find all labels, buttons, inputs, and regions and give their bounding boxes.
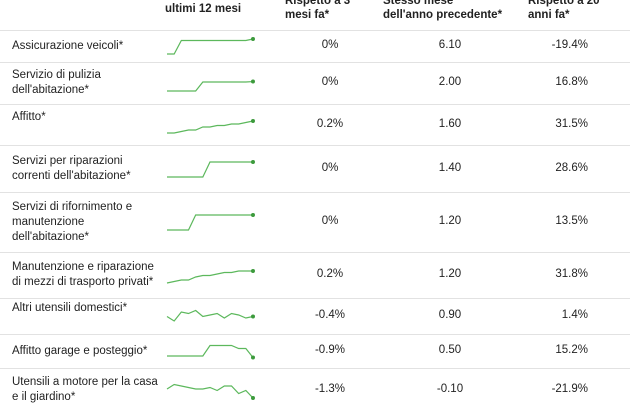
- value-3m: 0%: [321, 215, 339, 227]
- value-year: 1.20: [438, 215, 462, 227]
- value-20y: 16.8%: [555, 76, 588, 88]
- value-20y: 13.5%: [555, 215, 588, 227]
- row-separator: [0, 334, 630, 335]
- value-3m: 0.2%: [316, 268, 344, 280]
- sparkline: [166, 383, 255, 400]
- trend-end-dot: [251, 159, 255, 164]
- sparkline: [167, 159, 255, 178]
- value-3m: 0%: [321, 161, 339, 174]
- value-year: 1.40: [438, 161, 462, 174]
- trend-line: [167, 160, 253, 178]
- row-label: Affitto*: [12, 110, 46, 123]
- row-label: Assicurazione veicoli*: [12, 39, 124, 52]
- trend-end-dot: [251, 213, 255, 217]
- row-label: Altri utensili domestici*: [12, 302, 128, 314]
- value-year: 0.90: [438, 309, 462, 321]
- sparkline: [167, 79, 255, 92]
- value-3m: 0%: [321, 39, 339, 51]
- header-trend: ultimi 12 mesi: [165, 3, 242, 15]
- row-separator: [0, 368, 630, 369]
- trend-end-dot: [251, 355, 255, 360]
- value-year: 6.10: [438, 39, 462, 51]
- value-20y: 28.6%: [555, 161, 588, 174]
- value-20y: -21.9%: [551, 383, 588, 395]
- value-year: 2.00: [438, 76, 462, 88]
- row-label: Servizi di rifornimento e manutenzione d…: [12, 200, 133, 243]
- trend-line: [166, 270, 253, 284]
- header-year: Stesso mese dell'anno precedente*: [383, 0, 503, 21]
- row-separator: [0, 298, 630, 299]
- trend-line: [167, 80, 254, 92]
- row-separator: [0, 104, 630, 105]
- row-separator: [0, 192, 630, 193]
- row-label: Utensili a motore per la casa e il giard…: [12, 376, 158, 403]
- header-20y: Rispetto a 20 anni fa*: [528, 0, 600, 21]
- trend-end-dot: [251, 314, 255, 319]
- trend-line: [167, 38, 254, 55]
- trend-line: [166, 383, 254, 399]
- sparkline: [167, 118, 255, 134]
- value-year: -0.10: [436, 383, 464, 395]
- header-3m: Rispetto a 3 mesi fa*: [285, 0, 351, 21]
- value-20y: 31.5%: [555, 117, 588, 130]
- trend-line: [167, 344, 254, 358]
- sparkline: [167, 344, 255, 360]
- trend-end-dot: [251, 79, 255, 84]
- value-3m: 0.2%: [316, 117, 344, 130]
- value-year: 1.60: [438, 117, 462, 130]
- value-3m: -0.9%: [314, 344, 346, 356]
- sparkline: [167, 37, 255, 55]
- value-year: 1.20: [438, 268, 462, 280]
- trend-line: [167, 214, 253, 231]
- trend-end-dot: [251, 118, 255, 123]
- value-3m: -0.4%: [314, 309, 346, 321]
- sparkline: [166, 269, 255, 284]
- row-label: Servizi per riparazioni correnti dell'ab…: [12, 154, 131, 182]
- trend-end-dot: [251, 396, 255, 400]
- row-separator: [0, 62, 630, 63]
- value-3m: -1.3%: [314, 383, 346, 395]
- value-3m: 0%: [321, 76, 339, 88]
- value-20y: 31.8%: [555, 268, 588, 280]
- sparkline: [167, 213, 255, 231]
- trend-line: [167, 119, 254, 134]
- row-separator: [0, 145, 630, 146]
- sparkline: [166, 309, 255, 322]
- trend-line: [166, 309, 254, 322]
- row-label: Servizio di pulizia dell'abitazione*: [12, 69, 101, 96]
- row-label: Affitto garage e posteggio*: [12, 344, 148, 357]
- value-20y: 1.4%: [561, 309, 588, 321]
- trend-end-dot: [251, 37, 255, 41]
- value-20y: -19.4%: [551, 39, 588, 51]
- row-separator: [0, 252, 630, 253]
- row-label: Manutenzione e riparazione di mezzi di t…: [12, 261, 154, 288]
- value-year: 0.50: [438, 344, 462, 356]
- trend-end-dot: [251, 269, 255, 273]
- value-20y: 15.2%: [555, 344, 588, 356]
- row-separator: [0, 30, 630, 31]
